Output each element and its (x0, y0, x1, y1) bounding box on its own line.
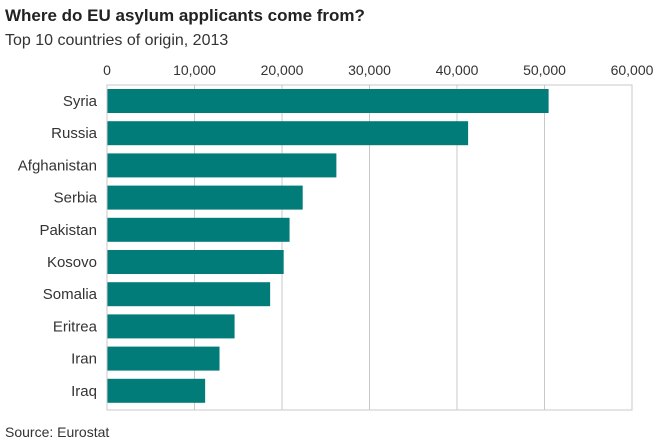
bar-eritrea (107, 314, 235, 339)
category-label: Iraq (71, 383, 97, 400)
bar-chart: 0 10,000 20,000 30,000 40,000 50,000 60,000 Sy… (18, 62, 654, 411)
x-axis-ticks: 0 10,000 20,000 30,000 40,000 50,000 60,000 (103, 62, 654, 78)
bar-kosovo (107, 250, 284, 274)
category-label: Russia (51, 125, 98, 142)
category-label: Somalia (43, 286, 98, 303)
chart-subtitle: Top 10 countries of origin, 2013 (5, 32, 229, 49)
category-label: Pakistan (39, 222, 97, 239)
chart-title: Where do EU asylum applicants come from? (5, 6, 365, 25)
category-label: Iran (71, 351, 97, 368)
category-label: Eritrea (53, 318, 98, 335)
x-tick-label: 10,000 (173, 62, 216, 78)
plot-frame (106, 84, 633, 411)
x-tick-label: 60,000 (611, 62, 654, 78)
bar-afghanistan (107, 153, 337, 178)
category-label: Afghanistan (18, 157, 97, 174)
bar-pakistan (107, 217, 290, 242)
source-note: Source: Eurostat (5, 424, 110, 440)
bar-syria (107, 89, 549, 113)
bar-somalia (107, 282, 271, 307)
category-label: Kosovo (47, 254, 97, 271)
x-tick-label: 0 (103, 62, 111, 78)
bars (107, 89, 549, 403)
x-tick-label: 40,000 (436, 62, 479, 78)
bar-serbia (107, 185, 303, 210)
bar-russia (107, 121, 469, 146)
x-tick-label: 30,000 (348, 62, 391, 78)
x-tick-label: 20,000 (261, 62, 304, 78)
category-label: Serbia (54, 190, 98, 207)
category-labels: Syria Russia Afghanistan Serbia Pakistan Koso… (18, 93, 98, 400)
bar-iraq (107, 378, 206, 403)
bar-iran (107, 346, 220, 371)
category-label: Syria (63, 93, 98, 110)
x-tick-label: 50,000 (523, 62, 566, 78)
